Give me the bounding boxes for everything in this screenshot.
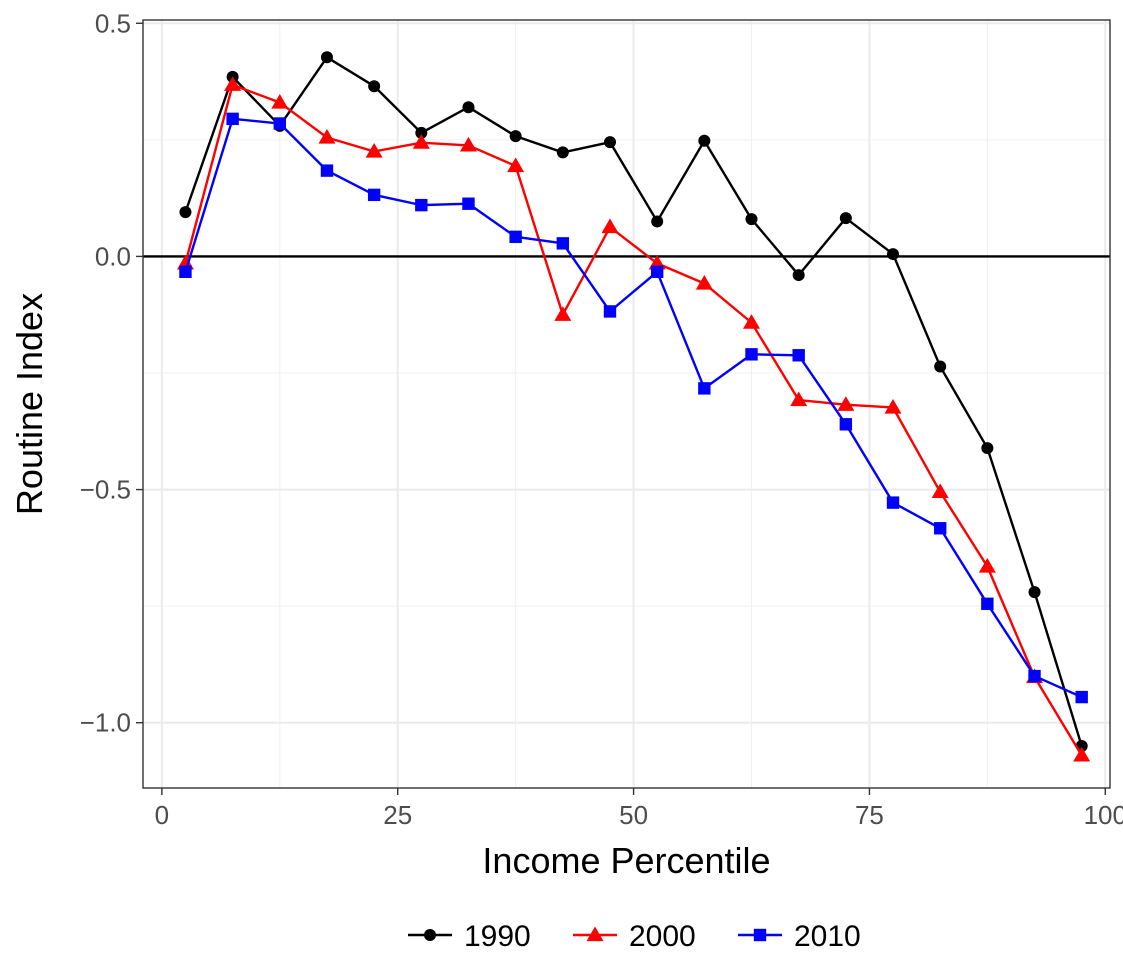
data-point-2000: [837, 396, 855, 411]
legend-key-marker: [586, 926, 604, 942]
data-point-1990: [462, 101, 475, 114]
legend-key-marker: [424, 929, 436, 941]
data-point-2000: [743, 314, 761, 329]
legend-item-2010: 2010: [738, 920, 861, 953]
data-point-1990: [981, 442, 994, 455]
y-tick-label: 0.0: [95, 241, 131, 271]
data-point-2010: [933, 522, 947, 535]
data-point-2000: [412, 134, 430, 149]
data-point-2000: [318, 129, 336, 144]
legend-item-2000: 2000: [573, 920, 696, 953]
data-point-1990: [745, 213, 758, 226]
data-point-2010: [509, 230, 522, 244]
plot-panel-border: [142, 19, 1111, 789]
data-point-1990: [603, 136, 616, 149]
data-point-2000: [884, 398, 902, 414]
data-point-2000: [601, 218, 619, 234]
legend: 1990 2000 2010: [408, 920, 861, 953]
data-point-1990: [509, 130, 522, 143]
x-tick-label: 100: [1084, 800, 1123, 830]
data-point-2000: [224, 76, 242, 91]
x-tick-label: 25: [383, 800, 412, 830]
data-point-2000: [978, 558, 996, 573]
data-point-2010: [698, 382, 711, 395]
data-point-1990: [839, 212, 852, 225]
data-point-2010: [367, 188, 381, 202]
legend-key-marker: [753, 928, 767, 942]
x-tick-label: 0: [155, 800, 169, 830]
data-point-1990: [698, 134, 711, 147]
axes: 0 25 50 75 100 0.5 0.0 −0.5 −1.0: [80, 8, 1123, 830]
data-point-2010: [320, 164, 334, 177]
data-point-1990: [934, 360, 947, 373]
data-point-1990: [1028, 586, 1041, 599]
legend-item-1990: 1990: [408, 920, 531, 953]
data-point-2010: [1075, 690, 1088, 704]
series-line-2000: [184, 83, 1083, 756]
data-point-2010: [650, 265, 664, 279]
data-point-1990: [368, 80, 381, 93]
data-point-1990: [415, 126, 428, 139]
series-2010: [179, 112, 1088, 704]
data-point-2000: [1073, 746, 1091, 762]
y-tick-label: 0.5: [95, 8, 131, 38]
data-point-1990: [887, 248, 900, 261]
series-line-2010: [184, 117, 1083, 699]
x-tick-label: 75: [855, 800, 884, 830]
data-point-2010: [1028, 669, 1041, 683]
data-point-1990: [320, 51, 333, 64]
data-point-1990: [651, 215, 664, 228]
data-point-2010: [226, 112, 239, 126]
data-point-2000: [931, 483, 949, 499]
data-point-2010: [179, 265, 192, 279]
data-point-2000: [271, 94, 289, 109]
data-point-2000: [790, 391, 808, 407]
data-point-2010: [556, 237, 570, 250]
data-point-2010: [415, 198, 428, 212]
data-point-2010: [273, 117, 286, 130]
data-point-1990: [179, 206, 192, 219]
legend-label: 1990: [464, 920, 531, 953]
x-tick-label: 50: [619, 800, 648, 830]
data-point-2000: [459, 136, 477, 152]
data-point-1990: [556, 146, 569, 159]
data-point-2010: [462, 197, 475, 210]
data-point-2010: [745, 348, 758, 361]
data-point-2010: [603, 305, 617, 318]
y-tick-label: −0.5: [80, 475, 131, 505]
y-tick-label: −1.0: [80, 708, 131, 738]
y-axis-title: Routine Index: [9, 293, 50, 515]
data-point-2000: [695, 274, 713, 290]
data-point-2010: [792, 349, 805, 362]
x-axis-title: Income Percentile: [482, 840, 770, 881]
data-series: [176, 51, 1091, 762]
series-line-1990: [184, 56, 1083, 747]
data-point-2000: [365, 142, 383, 158]
data-point-2000: [554, 306, 572, 321]
data-point-1990: [792, 269, 805, 282]
data-point-2000: [507, 157, 525, 173]
legend-label: 2000: [629, 920, 696, 953]
data-point-2010: [839, 418, 853, 431]
legend-label: 2010: [794, 920, 861, 953]
data-point-2010: [981, 597, 994, 611]
data-point-2010: [886, 496, 900, 509]
